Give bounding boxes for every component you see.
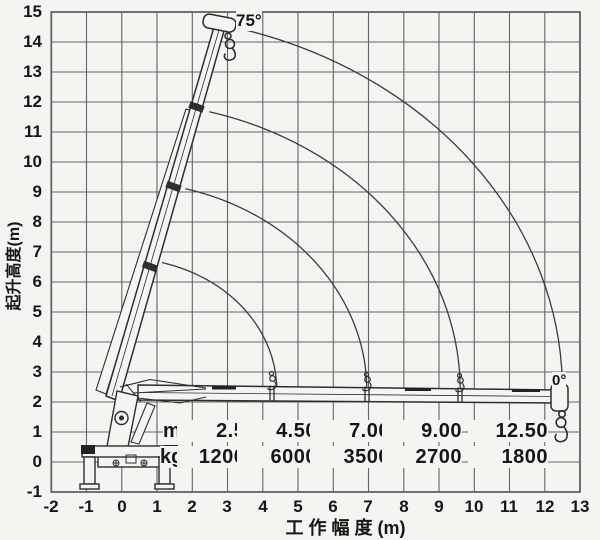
base-centroid-mark-1 (112, 459, 120, 467)
boom-collar-2 (165, 180, 182, 193)
hook-top-sheave (224, 32, 232, 40)
knuckle-linkage (119, 378, 207, 404)
y-tick-label: 15 (10, 3, 42, 20)
load-table-radius-row-label: m (163, 420, 181, 442)
x-tick-label: -2 (36, 498, 66, 515)
boom-75-head (202, 13, 237, 33)
x-tick-label: -1 (71, 498, 101, 515)
reach-arcs (161, 27, 564, 391)
hook-top-curl (223, 47, 236, 61)
hook-top-icon (223, 32, 236, 61)
boom-75-inner-line (111, 29, 220, 397)
load-table-capacity-value: 3500 (310, 446, 390, 468)
load-table-radius-value: 12.50 (468, 420, 548, 442)
y-axis-title: 起升高度(m) (0, 196, 24, 336)
boom-angle-max-label: 75° (236, 11, 262, 31)
grid-border (50, 11, 581, 493)
x-tick-label: 7 (353, 498, 383, 515)
x-tick-label: 10 (459, 498, 489, 515)
arc-end-hook-2 (361, 371, 372, 392)
boom-collar-3 (141, 260, 159, 273)
y-tick-label: 11 (10, 123, 42, 140)
load-table-radius-value: 7.00 (310, 420, 390, 442)
reach-arc-12-5m (235, 27, 564, 391)
hook-right-sheave (557, 409, 566, 418)
base-detail-box (125, 454, 137, 464)
outrigger-base (79, 445, 178, 490)
y-tick-label: 0 (10, 453, 42, 470)
beam-end-cap-left (81, 445, 95, 454)
load-table-capacity-value: 1800 (468, 446, 548, 468)
boom-75deg (95, 13, 237, 402)
x-tick-label: 1 (142, 498, 172, 515)
boom-0-dash-3 (512, 389, 540, 392)
boom-0-dash-2 (405, 388, 431, 391)
y-tick-label: 10 (10, 153, 42, 170)
arc-end-hook-3 (454, 372, 465, 393)
x-tick-label: 4 (248, 498, 278, 515)
load-table-capacity-value: 6000 (237, 446, 317, 468)
outrigger-foot-left (79, 483, 100, 490)
hook-right-curl (554, 426, 568, 443)
slew-circle (114, 410, 129, 426)
load-table-radius-value: 9.00 (382, 420, 462, 442)
hook-right-icon (554, 409, 568, 443)
y-tick-label: 12 (10, 93, 42, 110)
y-tick-label: 3 (10, 363, 42, 380)
load-table-radius-value: 4.50 (237, 420, 317, 442)
outrigger-leg-left (83, 456, 96, 485)
y-tick-label: 2 (10, 393, 42, 410)
x-axis-title: 工 作 幅 度 (m) (268, 514, 423, 540)
reach-arc-9m (209, 111, 461, 391)
boom-0-collars (269, 385, 463, 403)
x-tick-label: 12 (530, 498, 560, 515)
y-tick-label: 1 (10, 423, 42, 440)
y-tick-label: 13 (10, 63, 42, 80)
boom-angle-min-label: 0° (552, 372, 567, 389)
y-tick-label: 14 (10, 33, 42, 50)
x-tick-label: 0 (107, 498, 137, 515)
y-tick-label: -1 (10, 483, 42, 500)
x-tick-label: 5 (283, 498, 313, 515)
x-tick-label: 9 (424, 498, 454, 515)
reach-arc-7m (185, 187, 368, 391)
outrigger-foot-right (154, 483, 175, 490)
x-tick-label: 13 (565, 498, 595, 515)
x-tick-label: 11 (494, 498, 524, 515)
arc-end-hook-icons (266, 370, 465, 393)
boom-collar-1 (188, 101, 205, 113)
boom-0-inner-line (140, 392, 557, 397)
boom-0deg (137, 383, 569, 412)
x-tick-label: 3 (212, 498, 242, 515)
arc-end-hook-1 (266, 370, 277, 391)
x-tick-label: 6 (318, 498, 348, 515)
x-tick-label: 8 (389, 498, 419, 515)
luffing-cylinder (130, 402, 156, 445)
crane-drawing (79, 13, 569, 490)
load-table-capacity-value: 2700 (382, 446, 462, 468)
hook-right-shackle (555, 416, 567, 429)
boom-0-dash-1 (212, 386, 236, 390)
reach-arc-4-5m (161, 261, 278, 391)
slew-pin (118, 415, 124, 421)
y-tick-label: 4 (10, 333, 42, 350)
base-centroid-mark-2 (140, 459, 148, 467)
x-tick-label: 2 (177, 498, 207, 515)
hook-top-shackle (224, 38, 236, 50)
